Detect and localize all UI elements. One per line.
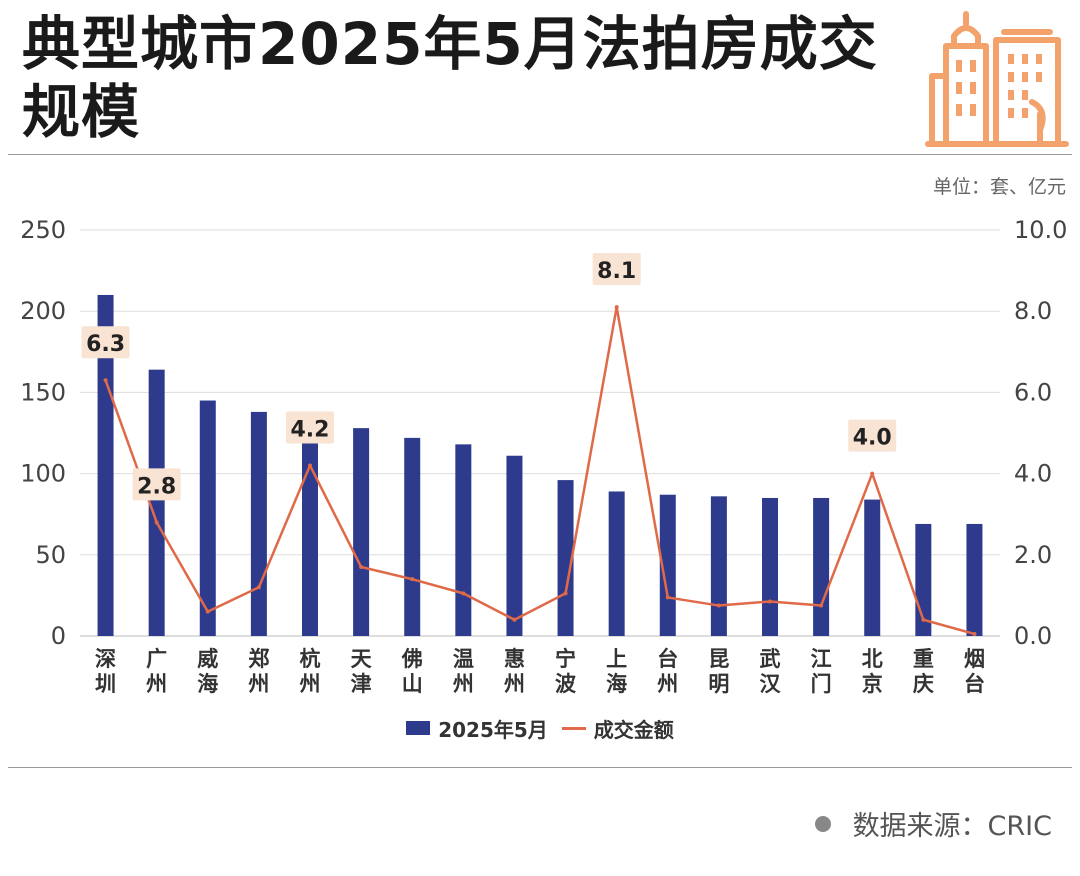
bar — [710, 496, 727, 636]
bar — [864, 499, 881, 636]
x-tick-label: 惠州 — [504, 647, 525, 696]
bar — [97, 294, 114, 636]
y-left-tick-label: 0 — [51, 622, 66, 650]
legend: 2025年5月 成交金额 — [0, 713, 1080, 743]
x-tick-label: 郑州 — [248, 647, 269, 696]
legend-item-line: 成交金额 — [561, 714, 674, 743]
bar — [557, 480, 574, 636]
bar — [762, 497, 778, 636]
source: 数据来源：CRIC — [814, 804, 1052, 843]
x-tick-label: 江门 — [811, 647, 832, 696]
bar — [353, 428, 370, 636]
line-point — [461, 591, 466, 596]
unit-note: 单位：套、亿元 — [932, 176, 1066, 198]
x-tick-label: 宁波 — [555, 647, 577, 696]
y-right-tick-label: 8.0 — [1014, 297, 1052, 325]
line-series — [104, 305, 975, 636]
y-left-tick-label: 200 — [20, 297, 66, 325]
bar — [506, 455, 523, 636]
x-tick-label: 武汉 — [760, 647, 782, 696]
x-tick-label: 威海 — [197, 647, 218, 696]
legend-swatch-line — [561, 726, 586, 730]
line-point — [665, 595, 670, 600]
footer-divider — [8, 767, 1072, 768]
bar — [302, 418, 318, 636]
y-right-tick-label: 10.0 — [1014, 216, 1067, 244]
line-point — [154, 520, 159, 525]
header-divider — [8, 154, 1072, 155]
y-left-tick-label: 250 — [20, 216, 66, 244]
x-tick-label: 广州 — [146, 647, 167, 696]
line-point — [819, 603, 824, 608]
data-label-box — [132, 468, 181, 501]
line-point — [870, 471, 875, 476]
line-point — [410, 577, 415, 582]
y-right-tick-label: 0.0 — [1014, 622, 1052, 650]
legend-label-line: 成交金额 — [593, 717, 674, 742]
line-point — [716, 603, 721, 608]
line-point — [308, 463, 312, 468]
legend-item-bar: 2025年5月 — [406, 714, 548, 743]
line-point — [103, 378, 108, 383]
bar — [250, 411, 267, 636]
legend-label-bar: 2025年5月 — [438, 717, 548, 742]
x-tick-label: 台州 — [657, 647, 678, 696]
line-point — [614, 305, 619, 310]
bullet-dot-icon — [814, 815, 831, 832]
line-point — [256, 585, 261, 590]
x-tick-label: 昆明 — [708, 647, 729, 696]
x-tick-label: 烟台 — [964, 647, 985, 696]
data-label: 8.1 — [597, 259, 636, 284]
bar — [148, 369, 165, 636]
legend-swatch-bar — [406, 721, 431, 735]
y-left-tick-label: 100 — [20, 460, 66, 488]
page-title: 典型城市2025年5月法拍房成交规模 — [22, 10, 878, 146]
building-logo-icon — [925, 11, 1069, 147]
line-point — [921, 617, 926, 622]
line-point — [359, 564, 364, 569]
data-label-box — [286, 411, 334, 444]
x-tick-label: 杭州 — [300, 647, 321, 696]
y-left-tick-label: 50 — [35, 541, 66, 569]
source-note: 数据来源：CRIC — [852, 811, 1052, 842]
line-point — [972, 631, 977, 636]
line-point — [205, 609, 210, 614]
data-label: 2.8 — [137, 474, 176, 499]
y-right-tick-label: 4.0 — [1014, 460, 1052, 488]
data-label-box — [592, 253, 641, 286]
line-point — [768, 599, 772, 604]
bar — [455, 444, 472, 636]
x-tick-label: 重庆 — [913, 647, 934, 696]
y-right-tick-label: 2.0 — [1014, 541, 1052, 569]
y-right-tick-label: 6.0 — [1014, 378, 1052, 406]
line-point — [563, 591, 568, 596]
x-tick-label: 佛山 — [401, 647, 423, 696]
bar — [199, 400, 216, 636]
x-tick-label: 上海 — [606, 647, 627, 696]
bar — [659, 494, 676, 636]
bar — [608, 491, 625, 636]
bar-line-chart: 0 50 100 150 200 250 0.0 2.0 4.0 6.0 8.0 10.0 深圳广州威海… — [20, 216, 1067, 696]
bar — [813, 497, 830, 636]
line-point — [512, 617, 517, 622]
data-label: 4.2 — [291, 417, 330, 442]
bar — [966, 523, 983, 636]
data-label-box — [81, 326, 130, 359]
data-label: 6.3 — [86, 332, 125, 357]
data-label: 4.0 — [853, 426, 892, 451]
bar — [404, 437, 421, 636]
x-tick-label: 天津 — [351, 647, 373, 696]
x-tick-label: 温州 — [453, 647, 474, 696]
data-label-box — [848, 419, 897, 452]
y-left-tick-label: 150 — [20, 378, 66, 406]
x-tick-label: 北京 — [862, 647, 883, 696]
x-tick-label: 深圳 — [95, 647, 116, 696]
